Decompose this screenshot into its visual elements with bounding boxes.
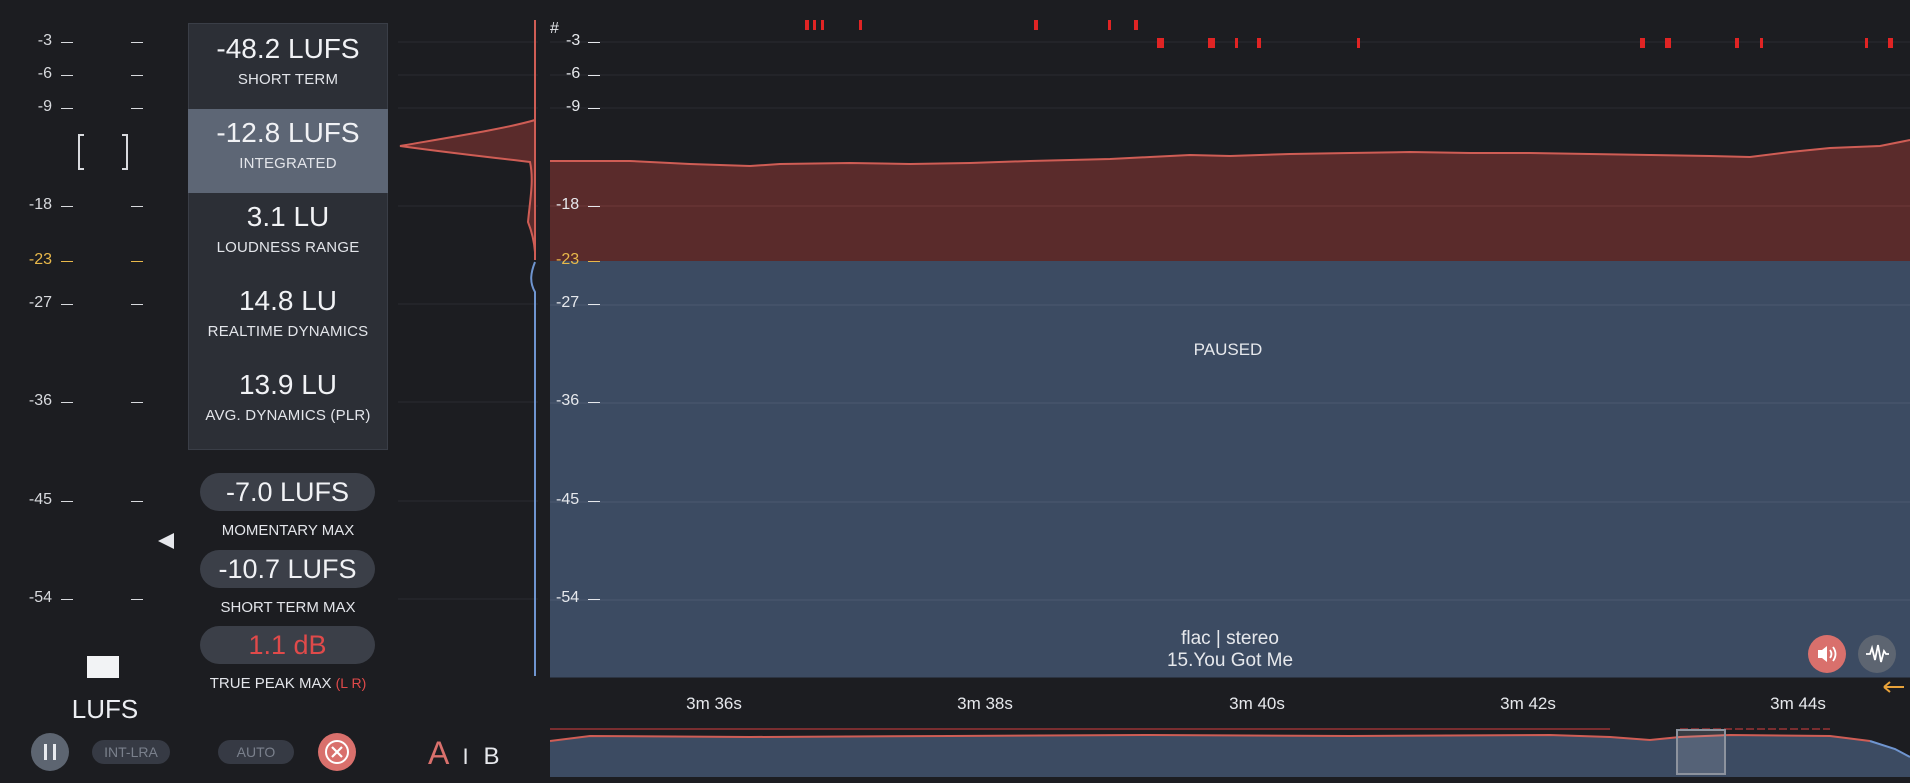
scale-tick: -36 <box>28 392 52 409</box>
scale-tick: -54 <box>28 589 52 606</box>
scale-tick: -3 <box>37 32 52 49</box>
timeline-viewport-handle[interactable] <box>1676 729 1726 775</box>
loudness-range-brackets <box>78 134 128 170</box>
true-peak-label-text: TRUE PEAK MAX <box>209 675 332 692</box>
stat-value: 14.8 LU <box>238 285 338 316</box>
momentary-max-label: MOMENTARY MAX <box>221 522 355 539</box>
scale-tick: -6 <box>37 65 52 82</box>
stats-panel <box>188 23 388 450</box>
graph-tick: -6 <box>566 65 581 82</box>
stat-label: AVG. DYNAMICS (PLR) <box>205 407 371 424</box>
graph-tick: -45 <box>556 491 580 508</box>
stat-label: LOUDNESS RANGE <box>216 239 360 256</box>
pause-button[interactable] <box>31 733 69 771</box>
waveform-icon <box>1866 644 1889 663</box>
overview-timeline[interactable] <box>549 727 1910 777</box>
graph-tick: -9 <box>566 98 581 115</box>
loudness-histogram <box>398 20 538 676</box>
ab-toggle[interactable]: A I B <box>428 733 500 773</box>
stat-realtime-dynamics[interactable]: 14.8 LU REALTIME DYNAMICS <box>188 275 388 359</box>
scale-tick-reference: -23 <box>28 251 52 268</box>
stat-label: SHORT TERM <box>237 71 339 88</box>
monitor-button[interactable] <box>1808 635 1846 673</box>
pause-icon <box>44 744 56 760</box>
stat-value: -48.2 LUFS <box>216 33 360 64</box>
stat-label: INTEGRATED <box>239 155 337 172</box>
scale-tick: -27 <box>28 294 52 311</box>
time-label: 3m 40s <box>1229 694 1285 713</box>
short-term-max-value[interactable]: -10.7 LUFS <box>200 550 375 588</box>
track-name: 15.You Got Me <box>1166 650 1294 671</box>
true-peak-markers: # <box>550 20 1910 48</box>
ab-separator: I <box>462 744 469 769</box>
true-peak-channels: (L R) <box>335 675 367 691</box>
stat-value: 13.9 LU <box>238 369 338 400</box>
graph-tick: -3 <box>566 32 581 49</box>
integrated-highlight <box>188 109 388 193</box>
unit-label: LUFS <box>71 694 139 724</box>
graph-tick: -27 <box>556 294 580 311</box>
time-label: 3m 42s <box>1500 694 1556 713</box>
graph-tick: -54 <box>556 589 580 606</box>
file-format: flac | stereo <box>1181 628 1279 649</box>
loudness-graph[interactable]: # <box>550 20 1910 678</box>
speaker-icon <box>1818 646 1837 662</box>
stat-loudness-range[interactable]: 3.1 LU LOUDNESS RANGE <box>188 191 388 275</box>
short-term-max-label: SHORT TERM MAX <box>220 599 356 616</box>
scale-tick: -9 <box>37 98 52 115</box>
momentary-max-value[interactable]: -7.0 LUFS <box>200 473 375 511</box>
close-icon <box>325 740 349 764</box>
time-label: 3m 36s <box>686 694 742 713</box>
auto-button[interactable]: AUTO <box>218 740 294 764</box>
scale-tick: -18 <box>28 196 52 213</box>
stat-avg-dynamics[interactable]: 13.9 LU AVG. DYNAMICS (PLR) <box>188 359 388 443</box>
stat-value: 3.1 LU <box>246 201 330 232</box>
stat-label: REALTIME DYNAMICS <box>207 323 369 340</box>
true-peak-max-label: TRUE PEAK MAX (L R) <box>188 675 388 692</box>
true-peak-max-value[interactable]: 1.1 dB <box>200 626 375 664</box>
reset-button[interactable] <box>318 733 356 771</box>
stat-short-term[interactable]: -48.2 LUFS SHORT TERM <box>188 23 388 107</box>
level-pointer-icon <box>158 533 174 549</box>
waveform-button[interactable] <box>1858 635 1896 673</box>
graph-tick: -18 <box>556 196 580 213</box>
status-text: PAUSED <box>1193 340 1263 359</box>
ab-b[interactable]: B <box>483 743 500 770</box>
ab-a[interactable]: A <box>428 735 448 771</box>
graph-tick-reference: -23 <box>556 251 580 268</box>
graph-tick: -36 <box>556 392 580 409</box>
scale-tick: -45 <box>28 491 52 508</box>
stat-integrated[interactable]: -12.8 LUFS INTEGRATED <box>188 107 388 191</box>
time-label: 3m 38s <box>957 694 1013 713</box>
scroll-to-end-icon[interactable] <box>1882 680 1906 694</box>
short-term-meter-bar <box>87 656 119 678</box>
left-scale: -3 -6 -9 -18 -23 -27 -36 -45 -54 LUFS <box>0 0 174 724</box>
int-lra-button[interactable]: INT-LRA <box>92 740 170 764</box>
stat-value: -12.8 LUFS <box>216 117 360 148</box>
time-label: 3m 44s <box>1770 694 1826 713</box>
